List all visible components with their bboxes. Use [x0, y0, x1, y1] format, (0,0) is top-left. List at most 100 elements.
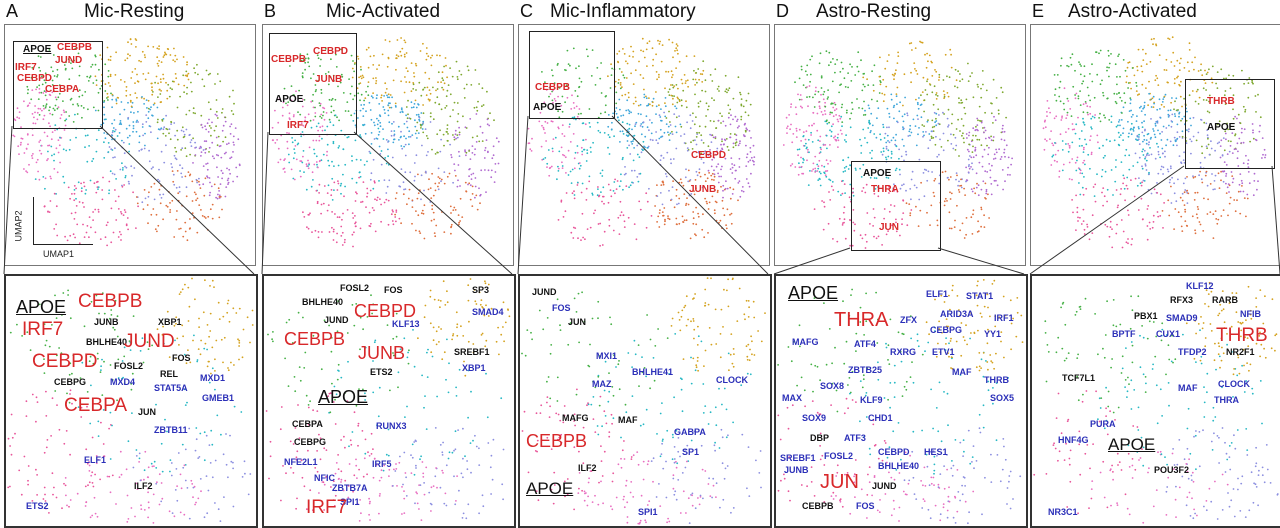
- scatter-dot: [1001, 91, 1004, 94]
- scatter-dot: [971, 72, 973, 74]
- scatter-dot: [406, 117, 409, 120]
- scatter-dot: [69, 197, 71, 200]
- scatter-dot: [123, 152, 126, 155]
- scatter-dot: [48, 512, 50, 514]
- scatter-dot: [612, 112, 614, 115]
- scatter-dot: [486, 90, 488, 93]
- scatter-dot: [508, 315, 511, 318]
- scatter-dot: [680, 78, 683, 81]
- scatter-dot: [561, 165, 564, 167]
- scatter-dot: [462, 368, 465, 371]
- scatter-dot: [125, 223, 128, 226]
- scatter-dot: [108, 475, 111, 478]
- scatter-dot: [828, 64, 830, 67]
- scatter-dot: [159, 93, 162, 95]
- scatter-dot: [171, 199, 174, 202]
- scatter-dot: [460, 73, 463, 76]
- scatter-dot: [378, 103, 381, 105]
- scatter-dot: [404, 171, 407, 174]
- scatter-dot: [674, 50, 676, 52]
- scatter-dot: [111, 98, 114, 101]
- scatter-dot: [601, 475, 604, 477]
- scatter-dot: [28, 102, 31, 104]
- scatter-dot: [687, 169, 690, 172]
- scatter-dot: [36, 158, 39, 161]
- scatter-dot: [984, 170, 987, 173]
- gene-label: CEBPB: [271, 54, 307, 65]
- scatter-dot: [121, 146, 124, 149]
- scatter-dot: [619, 214, 622, 217]
- scatter-dot: [206, 512, 209, 515]
- scatter-dot: [457, 214, 460, 217]
- scatter-dot: [963, 187, 965, 190]
- scatter-dot: [695, 72, 698, 74]
- scatter-dot: [113, 119, 116, 121]
- scatter-dot: [975, 172, 978, 175]
- scatter-dot: [415, 464, 417, 467]
- scatter-dot: [611, 508, 614, 511]
- scatter-dot: [808, 95, 811, 98]
- scatter-dot: [946, 117, 949, 120]
- scatter-dot: [571, 192, 574, 195]
- scatter-dot: [305, 165, 308, 168]
- scatter-dot: [748, 359, 751, 362]
- scatter-dot: [465, 83, 468, 86]
- scatter-dot: [528, 142, 531, 145]
- scatter-dot: [671, 41, 674, 44]
- scatter-dot: [562, 216, 565, 218]
- scatter-dot: [501, 483, 504, 486]
- scatter-dot: [627, 130, 630, 133]
- scatter-dot: [147, 501, 150, 504]
- scatter-dot: [429, 295, 432, 298]
- scatter-dot: [160, 90, 163, 92]
- scatter-dot: [971, 168, 974, 171]
- scatter-dot: [597, 223, 600, 225]
- scatter-dot: [434, 427, 437, 429]
- scatter-dot: [361, 430, 364, 432]
- scatter-dot: [586, 152, 589, 155]
- scatter-dot: [368, 150, 371, 153]
- scatter-dot: [568, 126, 571, 128]
- scatter-dot: [749, 159, 752, 162]
- scatter-dot: [314, 115, 317, 118]
- scatter-dot: [344, 238, 346, 241]
- scatter-dot: [474, 185, 477, 188]
- scatter-dot: [467, 340, 470, 343]
- scatter-dot: [146, 204, 149, 206]
- scatter-dot: [369, 189, 372, 192]
- scatter-dot: [238, 307, 241, 310]
- scatter-dot: [803, 159, 805, 161]
- scatter-dot: [842, 67, 844, 70]
- scatter-dot: [461, 216, 464, 219]
- scatter-dot: [841, 121, 844, 123]
- scatter-dot: [599, 112, 602, 115]
- scatter-dot: [408, 81, 411, 84]
- scatter-dot: [395, 463, 397, 465]
- scatter-dot: [57, 139, 60, 141]
- gene-label: REL: [160, 369, 178, 379]
- scatter-dot: [378, 131, 381, 133]
- scatter-dot: [955, 79, 958, 82]
- scatter-dot: [809, 80, 811, 83]
- scatter-dot: [847, 72, 849, 74]
- scatter-dot: [814, 167, 817, 170]
- scatter-dot: [57, 151, 60, 154]
- scatter-dot: [471, 152, 474, 154]
- scatter-dot: [493, 181, 496, 184]
- scatter-dot: [905, 202, 908, 205]
- scatter-dot: [818, 159, 821, 162]
- scatter-dot: [405, 81, 408, 83]
- scatter-dot: [73, 185, 76, 187]
- scatter-dot: [349, 92, 352, 95]
- scatter-dot: [572, 102, 575, 104]
- scatter-dot: [415, 89, 417, 91]
- scatter-dot: [437, 299, 440, 301]
- panel-title: Mic-Inflammatory: [550, 1, 696, 22]
- scatter-dot: [176, 106, 179, 109]
- scatter-dot: [179, 511, 182, 514]
- gene-label: FOS: [552, 303, 571, 313]
- scatter-dot: [484, 280, 486, 283]
- scatter-dot: [327, 204, 330, 207]
- scatter-dot: [728, 87, 731, 90]
- scatter-dot: [227, 181, 230, 184]
